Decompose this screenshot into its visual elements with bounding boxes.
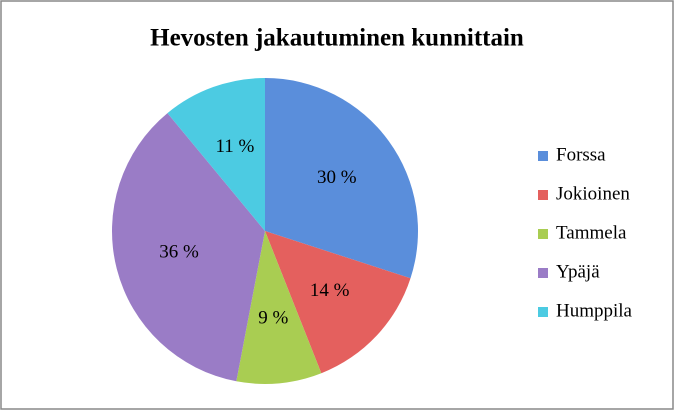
legend-label: Jokioinen xyxy=(556,183,630,204)
chart-title: Hevosten jakautuminen kunnittain xyxy=(150,25,524,52)
legend-swatch xyxy=(538,307,548,317)
legend-label: Tammela xyxy=(556,222,627,243)
data-label: 14 % xyxy=(310,280,350,301)
pie-slice xyxy=(265,78,418,279)
data-label: 36 % xyxy=(159,241,199,262)
data-label: 9 % xyxy=(258,308,288,329)
legend-label: Forssa xyxy=(556,144,606,165)
pie-slice xyxy=(167,78,265,231)
legend-swatch xyxy=(538,229,548,239)
legend-swatch xyxy=(538,151,548,161)
pie-slice xyxy=(265,231,411,374)
legend-label: Ypäjä xyxy=(556,261,600,282)
data-label: 11 % xyxy=(216,136,255,157)
pie-slice xyxy=(236,231,322,385)
legend-swatch xyxy=(538,268,548,278)
legend-swatch xyxy=(538,190,548,200)
data-label: 30 % xyxy=(317,167,357,188)
pie-slice xyxy=(111,113,265,382)
legend-label: Humppila xyxy=(556,300,633,321)
